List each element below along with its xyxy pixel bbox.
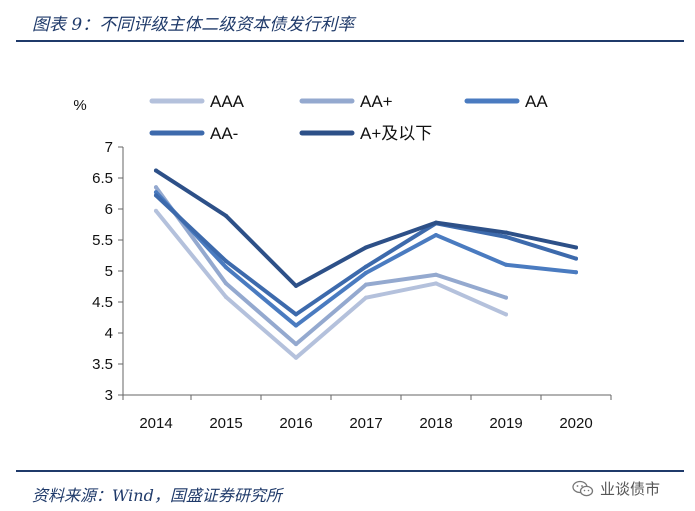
source-note: 资料来源：Wind，国盛证券研究所: [32, 486, 282, 505]
data-point: [224, 295, 228, 300]
data-point: [364, 282, 368, 287]
data-point: [504, 234, 508, 239]
data-point: [294, 342, 298, 347]
data-point: [294, 283, 298, 288]
data-point: [294, 312, 298, 317]
watermark: 业谈债市: [572, 478, 660, 499]
data-point: [504, 295, 508, 300]
data-point: [574, 256, 578, 261]
y-tick-label: 3: [105, 387, 113, 404]
data-point: [364, 245, 368, 250]
x-tick-label: 2014: [139, 415, 172, 432]
y-tick-label: 6: [105, 201, 113, 218]
x-tick-label: 2019: [489, 415, 522, 432]
y-tick-label: 7: [105, 139, 113, 156]
chart-series: [154, 168, 578, 360]
y-tick-label: 4.5: [92, 294, 113, 311]
source-rule: [16, 470, 684, 472]
y-tick-label: 5.5: [92, 232, 113, 249]
legend-label-2: AA: [525, 92, 548, 111]
y-tick-label: 6.5: [92, 170, 113, 187]
chart-legend: AAA AA+ AA AA- A+及以下: [149, 92, 548, 143]
y-tick-label: 4: [105, 325, 113, 342]
data-point: [504, 312, 508, 317]
y-tick-label: 3.5: [92, 356, 113, 373]
series-line-0: [154, 208, 508, 360]
legend-label-4: A+及以下: [360, 124, 432, 143]
data-point: [434, 272, 438, 277]
data-point: [224, 259, 228, 264]
data-point: [224, 213, 228, 218]
data-point: [434, 233, 438, 238]
y-tick-label: 5: [105, 263, 113, 280]
data-point: [504, 230, 508, 235]
data-point: [574, 270, 578, 275]
data-point: [574, 245, 578, 250]
data-point: [364, 270, 368, 275]
chart-axes: 3 3.5 4 4.5 5 5.5 6 6.5 7% 2014 2015 2016 2017 2018 20…: [73, 97, 612, 432]
data-point: [434, 281, 438, 286]
data-point: [294, 323, 298, 328]
data-point: [364, 264, 368, 269]
data-point: [154, 193, 158, 198]
data-point: [154, 168, 158, 173]
data-point: [224, 281, 228, 286]
data-point: [294, 355, 298, 360]
x-tick-label: 2015: [209, 415, 242, 432]
x-tick-label: 2016: [279, 415, 312, 432]
legend-label-3: AA-: [210, 124, 238, 143]
series-line-1: [154, 185, 508, 347]
x-tick-label: 2020: [559, 415, 592, 432]
figure-title: 图表 9：不同评级主体二级资本债发行利率: [32, 15, 355, 35]
data-point: [154, 190, 158, 195]
legend-label-1: AA+: [360, 92, 393, 111]
x-tick-label: 2018: [419, 415, 452, 432]
legend-label-0: AAA: [210, 92, 245, 111]
data-point: [154, 208, 158, 213]
data-point: [504, 262, 508, 267]
y-axis-label: %: [73, 97, 86, 114]
watermark-text: 业谈债市: [600, 480, 661, 498]
data-point: [364, 295, 368, 300]
data-point: [224, 265, 228, 270]
x-tick-label: 2017: [349, 415, 382, 432]
title-rule: [16, 40, 684, 42]
wechat-icon: [572, 480, 594, 498]
data-point: [434, 220, 438, 225]
data-point: [154, 185, 158, 190]
